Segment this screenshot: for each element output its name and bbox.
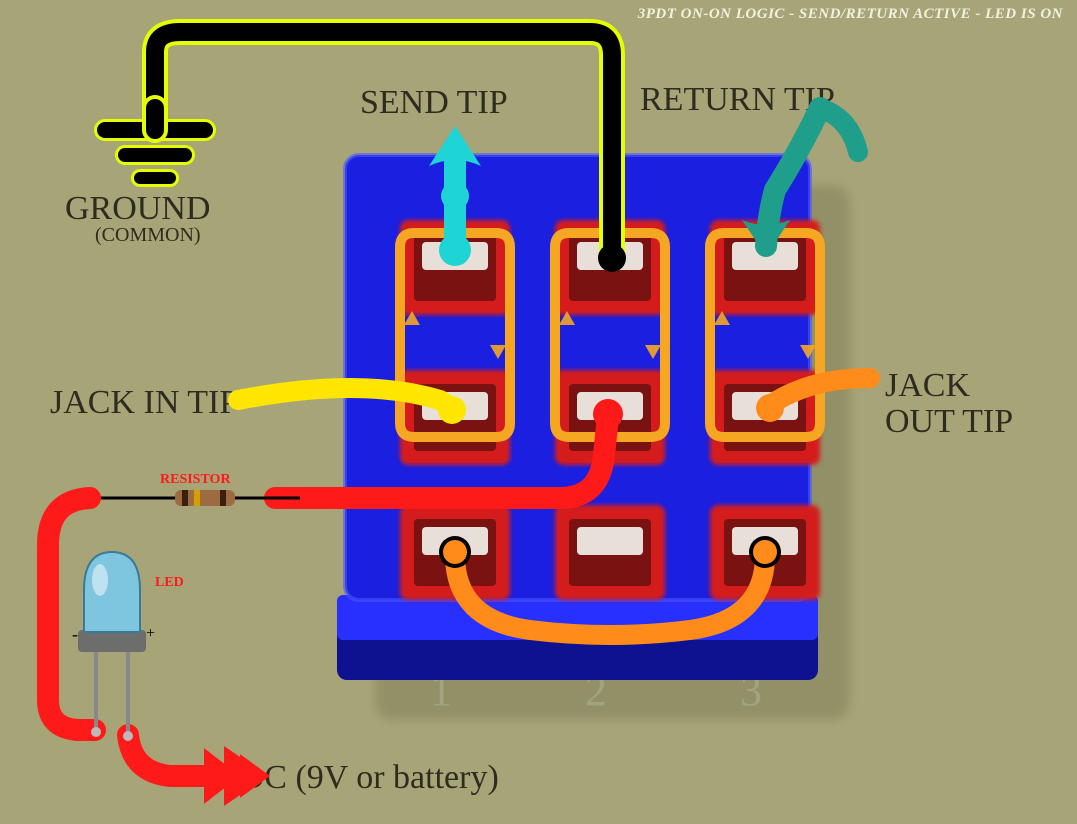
diagram-svg: -+ bbox=[0, 0, 1077, 824]
svg-text:-: - bbox=[72, 624, 78, 644]
svg-text:+: + bbox=[146, 625, 155, 642]
